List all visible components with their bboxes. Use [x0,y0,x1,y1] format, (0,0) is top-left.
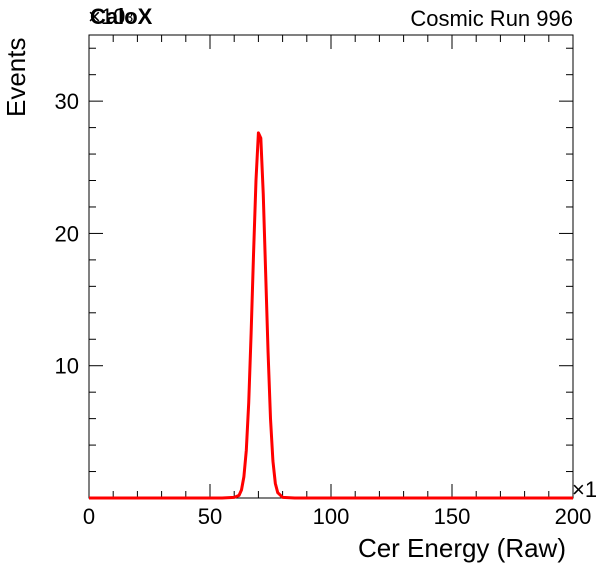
y-tick-label: 20 [55,221,79,246]
major-ticks [88,35,574,498]
x-tick-label: 100 [313,504,350,529]
x-tick-label: 0 [83,504,95,529]
x-axis-label: Cer Energy (Raw) [357,533,566,563]
x-tick-label: 200 [555,504,592,529]
tick-labels: 0 50 100 150 200 10 20 30 [55,89,592,529]
y-exponent-power: 3 [125,9,134,25]
x-axis-exponent: ×1 [572,477,596,502]
y-tick-label: 30 [55,89,79,114]
y-tick-label: 10 [55,354,79,379]
plot-frame [88,34,574,499]
minor-ticks [89,35,573,498]
y-axis-exponent: ×103 [88,6,133,28]
series-layer [89,131,573,500]
experiment-tag: CaloX [90,4,153,29]
x-tick-label: 50 [198,504,222,529]
x-tick-label: 150 [434,504,471,529]
series-line [89,131,573,500]
run-label: Cosmic Run 996 [410,6,573,31]
y-axis-label: Events [1,37,31,118]
y-exponent-base: ×10 [88,4,126,29]
